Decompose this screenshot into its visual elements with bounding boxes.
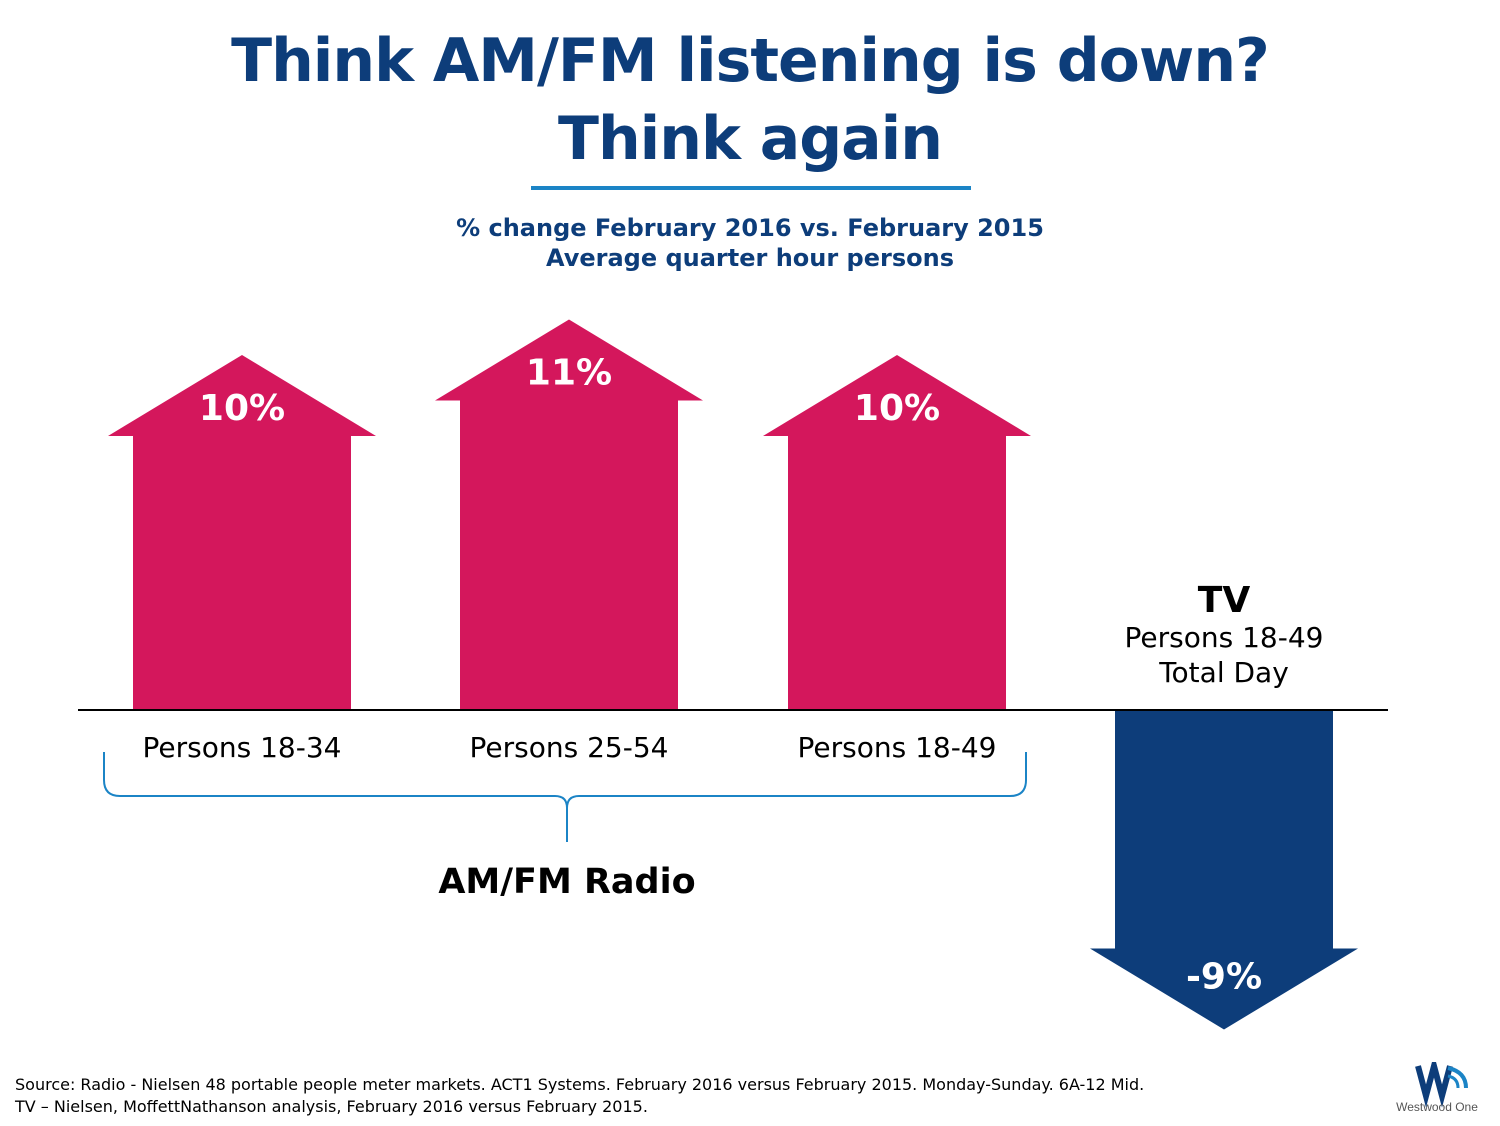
footnote-line-2: TV – Nielsen, MoffettNathanson analysis,…	[15, 1096, 1144, 1118]
radio-group-label: AM/FM Radio	[438, 862, 695, 902]
value-label-4: -9%	[1186, 957, 1262, 998]
tv-label-line-1: Persons 18-49	[1125, 621, 1324, 654]
value-label-2: 11%	[526, 353, 612, 394]
category-label-3: Persons 18-49	[798, 731, 997, 764]
category-label-1: Persons 18-34	[143, 731, 342, 764]
source-footnote: Source: Radio - Nielsen 48 portable peop…	[15, 1074, 1144, 1118]
value-label-1: 10%	[199, 388, 285, 429]
category-label-2: Persons 25-54	[470, 731, 669, 764]
logo-text: Westwood One	[1392, 1100, 1482, 1114]
tv-label-title: TV	[1198, 580, 1251, 621]
footnote-line-1: Source: Radio - Nielsen 48 portable peop…	[15, 1074, 1144, 1096]
value-label-3: 10%	[854, 388, 940, 429]
radio-group-bracket	[104, 752, 1026, 842]
tv-label-line-2: Total Day	[1158, 656, 1289, 689]
